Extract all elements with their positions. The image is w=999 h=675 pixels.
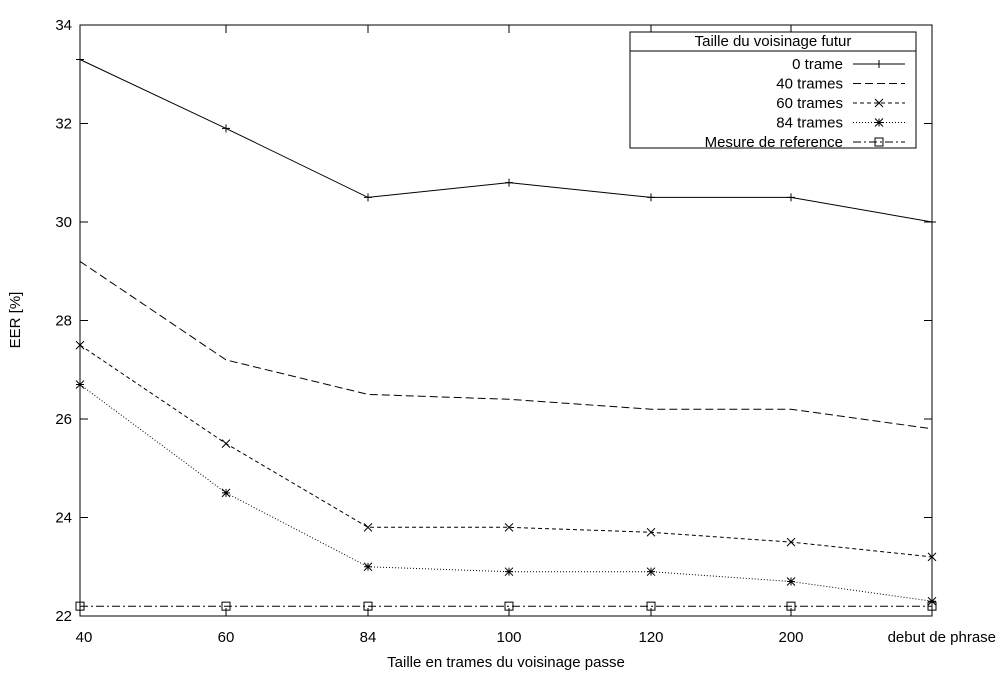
- data-point: [646, 527, 656, 537]
- data-point: [222, 124, 230, 133]
- x-tick-label: 60: [218, 629, 235, 646]
- data-point: [786, 577, 796, 586]
- legend-label: 60 trames: [776, 95, 843, 112]
- x-tick-label: 40: [76, 629, 93, 646]
- y-tick-label: 22: [55, 608, 72, 625]
- data-point: [221, 488, 231, 498]
- data-point: [504, 601, 514, 611]
- data-point: [363, 522, 373, 532]
- y-tick-label: 24: [55, 510, 72, 527]
- data-point: [928, 218, 936, 226]
- data-point: [787, 193, 795, 202]
- data-point: [76, 55, 84, 64]
- x-axis-label: Taille en trames du voisinage passe: [387, 654, 625, 671]
- x-tick-label: 100: [496, 629, 521, 646]
- legend-label: 0 trame: [792, 56, 843, 73]
- y-tick-label: 32: [55, 116, 72, 133]
- data-point: [786, 537, 796, 547]
- x-tick-label: 84: [360, 629, 377, 646]
- data-point: [505, 178, 513, 187]
- data-point: [875, 60, 883, 68]
- series-3: [75, 380, 937, 606]
- data-point: [363, 601, 373, 611]
- y-tick-label: 26: [55, 411, 72, 428]
- data-point: [874, 98, 884, 108]
- data-point: [647, 193, 655, 202]
- y-tick-label: 30: [55, 214, 72, 231]
- data-point: [874, 118, 884, 127]
- data-point: [363, 562, 373, 572]
- series-1: [79, 260, 933, 430]
- data-point: [927, 601, 937, 611]
- data-point: [364, 193, 372, 202]
- legend-title: Taille du voisinage futur: [695, 33, 852, 50]
- x-tick-label: debut de phrase: [888, 629, 996, 646]
- data-point: [646, 601, 656, 611]
- series-layer: [75, 55, 937, 611]
- legend-label: 40 trames: [776, 76, 843, 93]
- x-tick-label: 200: [778, 629, 803, 646]
- data-point: [927, 552, 937, 562]
- y-axis-label: EER [%]: [7, 292, 24, 349]
- legend: Taille du voisinage futur 0 trame 40 tram…: [629, 31, 917, 151]
- axis-ticks: 22 24 26 28 30 32 34 40 60 84 100 120 200 debut de ph…: [55, 17, 996, 646]
- x-tick-label: 120: [638, 629, 663, 646]
- series-line: [79, 344, 933, 558]
- series-4: [75, 601, 937, 611]
- data-point: [927, 596, 937, 606]
- data-point: [504, 567, 514, 577]
- y-tick-label: 28: [55, 313, 72, 330]
- series-0: [76, 55, 936, 226]
- data-point: [504, 522, 514, 532]
- legend-label: 84 trames: [776, 115, 843, 132]
- data-point: [75, 380, 85, 389]
- legend-label: Mesure de reference: [705, 134, 843, 151]
- data-point: [75, 601, 85, 611]
- series-line: [79, 260, 933, 430]
- data-point: [221, 601, 231, 611]
- data-point: [221, 439, 231, 448]
- data-point: [646, 567, 656, 577]
- series-2: [75, 340, 937, 562]
- data-point: [786, 601, 796, 611]
- y-tick-label: 34: [55, 17, 72, 34]
- data-point: [874, 137, 884, 147]
- data-point: [75, 340, 85, 350]
